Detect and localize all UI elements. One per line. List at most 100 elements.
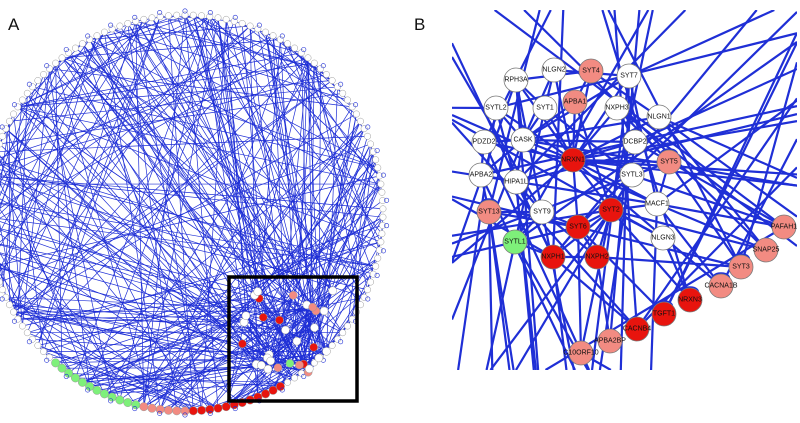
ring-node <box>379 221 387 229</box>
node-circle <box>597 328 623 354</box>
node-label: NXPH3 <box>605 105 628 112</box>
node-label: PDZD2 <box>473 139 496 146</box>
cluster-node <box>273 363 283 372</box>
ring-node <box>188 406 198 416</box>
ring-node <box>147 403 157 413</box>
ring-node <box>364 132 371 140</box>
cluster-node <box>310 323 319 332</box>
edge-ac-76 <box>308 241 382 370</box>
edge-a-146 <box>43 241 381 352</box>
ring-loop <box>301 47 307 53</box>
node-label: APBA2 <box>470 172 493 179</box>
edge-b-54 <box>572 159 722 287</box>
node-snap25: SNAP25 <box>753 237 780 263</box>
node-nxph1: NXPH1 <box>540 244 566 270</box>
node-label: SYTL1 <box>504 239 526 246</box>
ring-node <box>353 110 360 118</box>
panel-letter-b: B <box>414 15 425 34</box>
panel-b-edges <box>452 10 797 370</box>
edge-ac-132 <box>104 368 269 395</box>
node-pdzd2: PDZD2 <box>471 129 497 155</box>
ring-node <box>372 156 380 164</box>
edge-ac-125 <box>13 311 290 364</box>
cluster-node <box>319 306 329 316</box>
edge-ac-147 <box>289 63 315 364</box>
ring-node <box>262 28 269 36</box>
ring-node <box>284 40 292 48</box>
node-circle <box>728 254 754 280</box>
node-syt9: SYT9 <box>529 199 555 225</box>
edge-a-88 <box>9 86 338 122</box>
edge-a-185 <box>2 99 23 290</box>
node-circle <box>650 225 676 251</box>
ring-node <box>334 335 342 343</box>
node-cacnb4: CACNB4 <box>623 316 651 342</box>
edge-b-out-47 <box>634 67 797 144</box>
ring-loop <box>207 10 213 16</box>
ring-node <box>378 188 386 196</box>
ring-node <box>379 213 387 221</box>
ring-node <box>268 385 278 395</box>
cluster-node <box>266 356 275 366</box>
node-circle <box>644 191 670 217</box>
edge-ac-91 <box>104 364 262 395</box>
edge-a-124 <box>43 351 202 411</box>
ring-node <box>304 54 312 62</box>
cluster-node <box>328 286 337 295</box>
node-circle <box>541 57 567 83</box>
edge-a-143 <box>347 143 371 327</box>
edge-ac-122 <box>82 43 264 318</box>
edge-a-162 <box>0 223 19 320</box>
ring-node <box>317 65 324 73</box>
edge-a-41 <box>27 225 383 334</box>
ring-node <box>364 286 371 294</box>
node-syt13: SYT13 <box>476 199 502 225</box>
node-syt7: SYT7 <box>616 63 642 89</box>
ring-node <box>6 301 13 309</box>
edge-a-168 <box>0 23 129 269</box>
cluster-node <box>259 313 268 322</box>
node-sytl2: SYTL2 <box>483 95 509 121</box>
node-label: SYTL3 <box>621 172 643 179</box>
cluster-node <box>241 311 251 320</box>
edge-a-214 <box>201 19 227 411</box>
ring-loop <box>353 102 359 108</box>
ring-node <box>0 286 6 294</box>
ring-node <box>344 322 352 330</box>
ring-loop <box>0 296 5 302</box>
edge-ac-159 <box>280 39 298 342</box>
edge-a-81 <box>5 128 121 401</box>
ring-node <box>297 369 305 377</box>
ring-loop <box>384 197 390 203</box>
ring-loop <box>0 124 5 130</box>
edge-b-out-30 <box>483 141 591 370</box>
edge-ac-19 <box>0 229 286 331</box>
cluster-node <box>288 291 298 300</box>
ring-node <box>156 13 164 21</box>
edge-ac-75 <box>277 128 365 368</box>
node-rph3a: RPH3A <box>503 67 529 93</box>
ring-node <box>64 368 74 378</box>
node-circle <box>560 147 586 173</box>
edge-a-21 <box>160 16 302 54</box>
ring-loop <box>232 406 238 412</box>
edge-a-54 <box>5 128 23 327</box>
edge-b-11 <box>495 107 574 161</box>
ring-loop <box>380 172 386 178</box>
edge-ac-96 <box>135 21 313 308</box>
edge-a-72 <box>43 74 113 398</box>
edge-b-50 <box>656 202 785 229</box>
node-pafah1: PAFAH1 <box>771 214 797 240</box>
ring-loop <box>232 14 238 20</box>
edge-ac-144 <box>217 17 264 318</box>
edge-b-out-20 <box>514 40 797 243</box>
edge-ac-11 <box>225 298 260 407</box>
ring-loop <box>338 339 344 345</box>
node-c10orf10: C10ORF10 <box>563 340 599 366</box>
ring-node <box>0 140 3 148</box>
edge-a-194 <box>0 208 137 405</box>
ring-loop <box>11 318 17 324</box>
ring-node <box>0 278 3 286</box>
edge-b-out-67 <box>515 113 797 184</box>
edge-a-127 <box>17 106 381 185</box>
